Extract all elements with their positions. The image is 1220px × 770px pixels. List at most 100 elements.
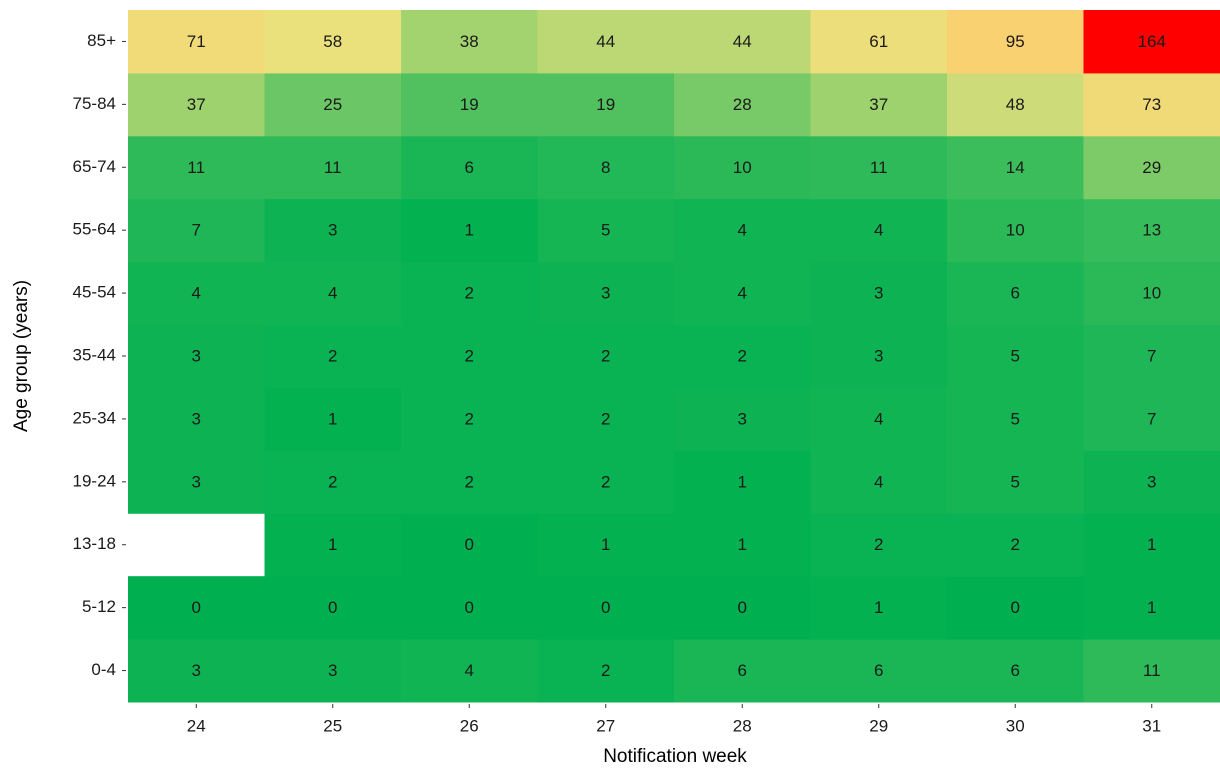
- cell-label: 0: [465, 535, 474, 554]
- cell-label: 6: [1011, 661, 1020, 680]
- heatmap-cell: [674, 72, 811, 137]
- heatmap-cell: [537, 10, 675, 74]
- heatmap-cell: [128, 72, 265, 137]
- cell-label: 2: [1011, 535, 1020, 554]
- heatmap-cell: [401, 261, 538, 326]
- cell-label: 11: [870, 158, 888, 177]
- cell-label: 4: [738, 221, 747, 240]
- heatmap-cell: [401, 198, 538, 263]
- heatmap-cell: [128, 135, 265, 200]
- cell-label: 8: [601, 158, 610, 177]
- heatmap-cell: [674, 135, 811, 200]
- heatmap-cell: [810, 10, 948, 74]
- heatmap-cell: [537, 198, 675, 263]
- heatmap-cell: [537, 639, 675, 703]
- cell-label: 2: [738, 346, 747, 365]
- heatmap-cell: [537, 72, 675, 137]
- heatmap-cell: [674, 513, 811, 577]
- heatmap-cell: [128, 324, 265, 388]
- cell-label: 7: [192, 221, 201, 240]
- heatmap-cell: [1083, 576, 1220, 640]
- cell-label: 3: [192, 472, 201, 491]
- cell-label: 4: [874, 221, 883, 240]
- heatmap-cell: [1083, 72, 1220, 137]
- cell-label: 37: [187, 95, 206, 114]
- x-tick-label: 25: [323, 716, 342, 735]
- cell-label: 0: [1011, 598, 1020, 617]
- y-tick-label: 13-18: [73, 534, 116, 553]
- heatmap-cell: [401, 450, 538, 514]
- heatmap-cell: [264, 198, 402, 263]
- heatmap-cell: [537, 576, 675, 640]
- heatmap-cell: [128, 576, 265, 640]
- y-tick-label: 85+: [87, 31, 116, 50]
- cell-label: 29: [1142, 158, 1161, 177]
- heatmap-cell: [264, 324, 402, 388]
- heatmap-cell: [264, 513, 402, 577]
- heatmap-cell: [1083, 513, 1220, 577]
- cell-label: 2: [465, 346, 474, 365]
- heatmap-cell: [537, 450, 675, 514]
- heatmap-cell: [128, 450, 265, 514]
- y-tick-label: 45-54: [73, 283, 116, 302]
- heatmap-cell: [537, 324, 675, 388]
- cell-label: 3: [192, 661, 201, 680]
- heatmap-cell: [264, 135, 402, 200]
- heatmap-cell: [128, 198, 265, 263]
- heatmap-cell: [128, 261, 265, 326]
- heatmap-cell: [674, 387, 811, 451]
- heatmap-cell: [810, 324, 948, 388]
- heatmap-cell: [128, 10, 265, 74]
- cell-label: 4: [874, 472, 883, 491]
- x-tick-label: 27: [596, 716, 615, 735]
- cell-label: 0: [465, 598, 474, 617]
- cell-label: 1: [465, 221, 474, 240]
- heatmap-cell: [1083, 261, 1220, 326]
- x-tick-label: 30: [1006, 716, 1025, 735]
- cell-label: 3: [874, 284, 883, 303]
- heatmap-cell: [401, 135, 538, 200]
- heatmap-cell: [674, 576, 811, 640]
- cell-label: 37: [869, 95, 888, 114]
- cell-label: 10: [1006, 221, 1025, 240]
- heatmap-cell: [264, 10, 402, 74]
- y-tick-label: 19-24: [73, 471, 116, 490]
- cell-label: 1: [738, 535, 747, 554]
- heatmap-cell: [1083, 450, 1220, 514]
- cell-label: 3: [601, 284, 610, 303]
- cell-label: 4: [192, 284, 201, 303]
- x-tick-label: 26: [460, 716, 479, 735]
- heatmap-cell: [810, 261, 948, 326]
- y-tick-label: 5-12: [82, 597, 116, 616]
- x-tick-label: 29: [869, 716, 888, 735]
- y-tick-label: 35-44: [73, 345, 116, 364]
- cell-label: 1: [328, 535, 337, 554]
- heatmap-cell: [401, 387, 538, 451]
- cell-label: 6: [465, 158, 474, 177]
- cell-label: 95: [1006, 32, 1025, 51]
- heatmap-cell: [947, 72, 1084, 137]
- heatmap-cell: [947, 387, 1084, 451]
- heatmap-cell: [947, 261, 1084, 326]
- heatmap-cell: [264, 72, 402, 137]
- cell-label: 11: [324, 158, 342, 177]
- heatmap-cell: [810, 198, 948, 263]
- cell-label: 4: [328, 284, 337, 303]
- heatmap-cell: [128, 387, 265, 451]
- cell-label: 164: [1138, 32, 1166, 51]
- y-tick-label: 25-34: [73, 408, 116, 427]
- y-tick-label: 55-64: [73, 220, 116, 239]
- heatmap-cell: [810, 513, 948, 577]
- heatmap-cell: [947, 576, 1084, 640]
- cell-label: 3: [738, 409, 747, 428]
- cell-label: 2: [328, 472, 337, 491]
- cell-label: 6: [1011, 284, 1020, 303]
- heatmap-cell: [810, 387, 948, 451]
- cell-label: 1: [874, 598, 883, 617]
- cell-label: 5: [1011, 409, 1020, 428]
- heatmap-cell: [947, 324, 1084, 388]
- x-axis-title: Notification week: [603, 746, 747, 767]
- cell-label: 3: [328, 221, 337, 240]
- heatmap-cell: [674, 450, 811, 514]
